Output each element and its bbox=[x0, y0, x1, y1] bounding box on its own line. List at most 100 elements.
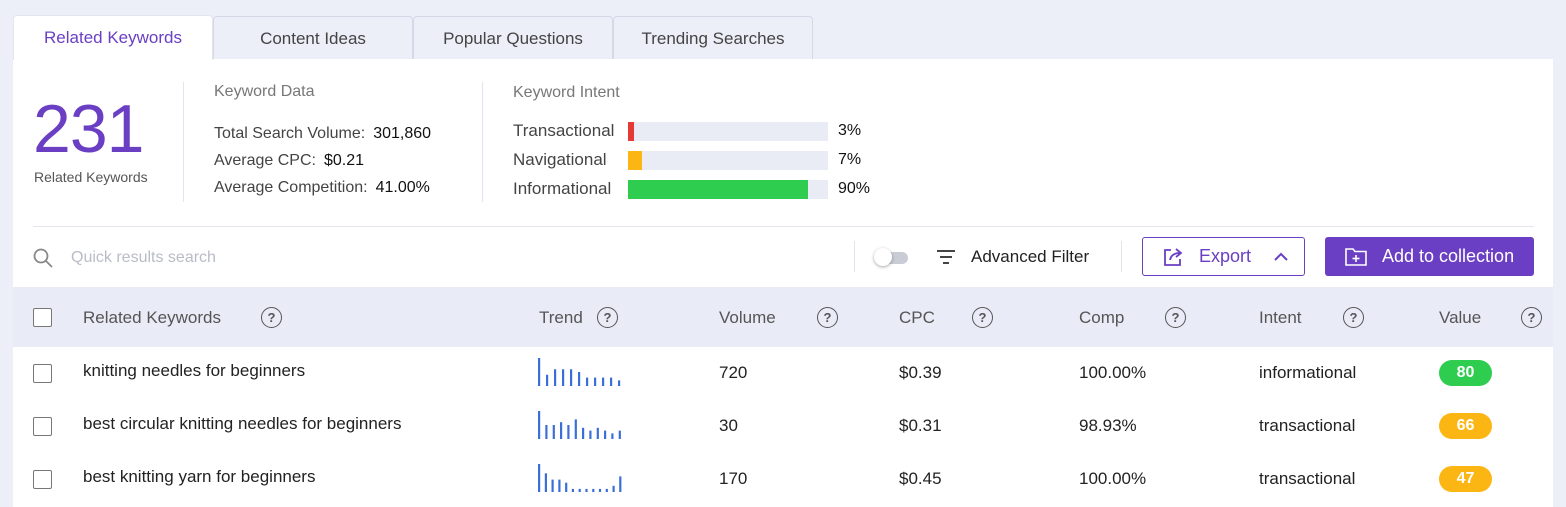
select-all-checkbox[interactable] bbox=[33, 308, 52, 327]
divider bbox=[854, 241, 855, 272]
table-row: best circular knitting needles for begin… bbox=[13, 400, 1553, 453]
keyword-cell[interactable]: best circular knitting needles for begin… bbox=[83, 414, 402, 433]
advanced-filter-button[interactable]: Advanced Filter bbox=[935, 243, 1089, 271]
header-related-keywords[interactable]: Related Keywords bbox=[83, 308, 221, 327]
comp-cell: 100.00% bbox=[1079, 363, 1147, 382]
trend-bar bbox=[619, 476, 622, 492]
results-panel: 231 Related Keywords Keyword Data Total … bbox=[13, 59, 1553, 507]
table-row: knitting needles for beginners 720 $0.39… bbox=[13, 347, 1553, 400]
comp-cell: 98.93% bbox=[1079, 416, 1137, 435]
keyword-data-title: Keyword Data bbox=[214, 83, 315, 100]
header-trend[interactable]: Trend bbox=[539, 308, 583, 327]
help-icon[interactable]: ? bbox=[597, 307, 618, 328]
average-competition-label: Average Competition: bbox=[214, 179, 368, 196]
trend-bar bbox=[596, 427, 599, 439]
divider bbox=[1121, 241, 1122, 272]
export-button[interactable]: Export bbox=[1142, 237, 1305, 276]
trend-bar bbox=[605, 488, 608, 492]
trend-bar bbox=[589, 430, 592, 439]
header-volume[interactable]: Volume bbox=[719, 308, 776, 327]
trend-bar bbox=[592, 488, 595, 492]
advanced-filter-label: Advanced Filter bbox=[971, 247, 1090, 266]
help-icon[interactable]: ? bbox=[1521, 307, 1542, 328]
volume-cell: 30 bbox=[719, 416, 738, 435]
help-icon[interactable]: ? bbox=[972, 307, 993, 328]
trend-bar bbox=[560, 422, 563, 439]
section-divider bbox=[33, 226, 1534, 227]
add-to-collection-button[interactable]: Add to collection bbox=[1325, 237, 1534, 276]
average-competition: Average Competition: 41.00% bbox=[214, 179, 430, 197]
trend-bar bbox=[571, 488, 574, 492]
intent-bar-fill bbox=[628, 122, 634, 141]
row-checkbox[interactable] bbox=[33, 417, 52, 436]
table-header: Related Keywords ? Trend ? Volume ? CPC … bbox=[13, 287, 1553, 347]
intent-bar-fill bbox=[628, 180, 808, 199]
intent-bar-informational bbox=[628, 180, 828, 199]
trend-bar bbox=[546, 374, 549, 386]
tab-related-keywords[interactable]: Related Keywords bbox=[13, 15, 213, 60]
row-checkbox[interactable] bbox=[33, 470, 52, 489]
intent-cell: transactional bbox=[1259, 469, 1356, 488]
keyword-cell[interactable]: best knitting yarn for beginners bbox=[83, 467, 316, 486]
trend-bar bbox=[551, 479, 554, 492]
trend-bar bbox=[598, 488, 602, 492]
trend-bar bbox=[612, 485, 615, 492]
trend-bar bbox=[545, 425, 548, 439]
trend-bar bbox=[570, 369, 573, 386]
average-cpc-label: Average CPC: bbox=[214, 152, 316, 169]
tab-content-ideas[interactable]: Content Ideas bbox=[213, 16, 413, 60]
volume-cell: 720 bbox=[719, 363, 748, 382]
tab-trending-searches[interactable]: Trending Searches bbox=[613, 16, 813, 60]
keyword-intent-title: Keyword Intent bbox=[513, 84, 620, 101]
trend-bar bbox=[582, 427, 585, 439]
export-label: Export bbox=[1199, 246, 1252, 266]
average-cpc-value: $0.21 bbox=[323, 152, 365, 169]
trend-bar bbox=[544, 473, 547, 492]
intent-percent-transactional: 3% bbox=[838, 122, 862, 139]
value-badge: 80 bbox=[1439, 360, 1492, 386]
advanced-filter-toggle[interactable] bbox=[874, 248, 910, 266]
folder-add-icon bbox=[1345, 247, 1367, 266]
keyword-cell[interactable]: knitting needles for beginners bbox=[83, 361, 306, 380]
header-intent[interactable]: Intent bbox=[1259, 308, 1302, 327]
cpc-cell: $0.31 bbox=[899, 416, 942, 435]
intent-label-transactional: Transactional bbox=[513, 121, 615, 140]
trend-bar bbox=[567, 425, 570, 439]
intent-bar-navigational bbox=[628, 151, 828, 170]
intent-cell: informational bbox=[1259, 363, 1357, 382]
trend-bar bbox=[538, 411, 541, 439]
row-checkbox[interactable] bbox=[33, 364, 52, 383]
intent-bar-fill bbox=[628, 151, 642, 170]
cpc-cell: $0.39 bbox=[899, 363, 942, 382]
add-to-collection-label: Add to collection bbox=[1382, 246, 1515, 266]
average-cpc: Average CPC: $0.21 bbox=[214, 152, 364, 170]
trend-bar bbox=[538, 358, 541, 386]
divider bbox=[482, 82, 483, 202]
header-value[interactable]: Value bbox=[1439, 308, 1482, 327]
trend-bar bbox=[578, 372, 581, 386]
help-icon[interactable]: ? bbox=[1165, 307, 1186, 328]
header-cpc[interactable]: CPC bbox=[899, 308, 935, 327]
comp-cell: 100.00% bbox=[1079, 469, 1147, 488]
trend-sparkline bbox=[538, 464, 622, 492]
tab-popular-questions[interactable]: Popular Questions bbox=[413, 16, 613, 60]
trend-sparkline bbox=[538, 358, 621, 386]
help-icon[interactable]: ? bbox=[817, 307, 838, 328]
trend-bar bbox=[558, 479, 561, 492]
trend-bar bbox=[586, 377, 589, 386]
intent-percent-navigational: 7% bbox=[838, 151, 862, 168]
intent-label-informational: Informational bbox=[513, 179, 612, 198]
value-badge: 66 bbox=[1439, 413, 1492, 439]
help-icon[interactable]: ? bbox=[1343, 307, 1364, 328]
header-comp[interactable]: Comp bbox=[1079, 308, 1125, 327]
trend-bar bbox=[602, 377, 605, 386]
intent-cell: transactional bbox=[1259, 416, 1356, 435]
related-keywords-count: 231 bbox=[33, 91, 144, 167]
related-keywords-count-label: Related Keywords bbox=[34, 169, 148, 185]
cpc-cell: $0.45 bbox=[899, 469, 942, 488]
quick-results-search-input[interactable] bbox=[71, 245, 831, 271]
help-icon[interactable]: ? bbox=[261, 307, 282, 328]
average-competition-value: 41.00% bbox=[375, 179, 430, 196]
share-export-icon bbox=[1164, 247, 1183, 266]
table-row: best knitting yarn for beginners 170 $0.… bbox=[13, 453, 1553, 506]
